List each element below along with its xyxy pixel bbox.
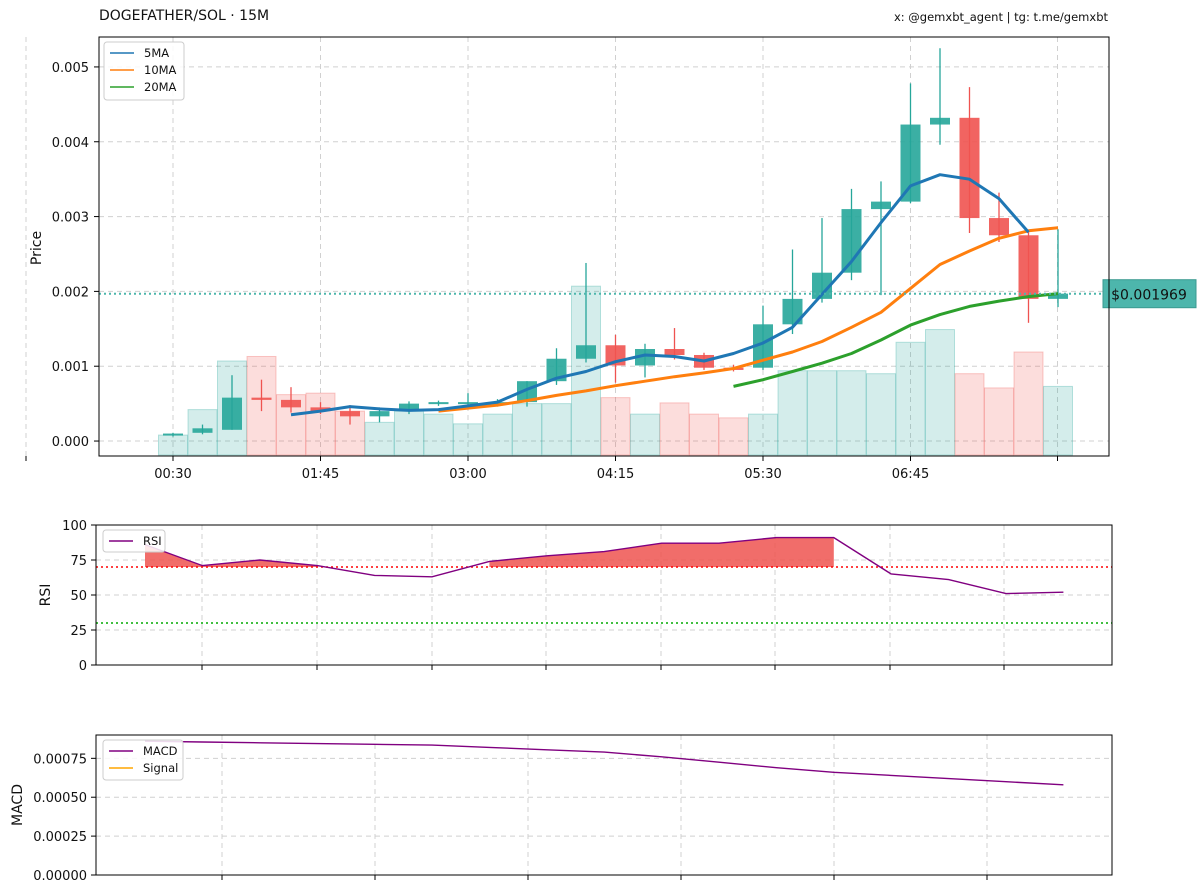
price-ytick-label: 0.005 (52, 61, 89, 76)
rsi-legend (102, 529, 166, 553)
candle-body (399, 403, 419, 412)
volume-bar (836, 370, 867, 456)
rsi-ytick-label: 25 (70, 624, 87, 639)
price-ytick-label: 0.004 (52, 136, 89, 151)
candle-body (753, 324, 773, 368)
volume-bar (394, 410, 424, 456)
candle-body (163, 433, 183, 436)
candle-body (310, 407, 331, 412)
price-ytick-label: 0.002 (52, 285, 89, 300)
legend-label: Signal (143, 761, 178, 775)
ma5-line (290, 173, 1030, 417)
volume-bar (807, 370, 837, 456)
price-xtick-label: 00:30 (154, 467, 191, 482)
price-ytick-label: 0.001 (52, 360, 89, 375)
candle-body (664, 349, 685, 355)
rsi-overbought-fill (145, 537, 834, 567)
candle-body (812, 272, 832, 299)
ma20-line (733, 292, 1059, 388)
credit-text: x: @gemxbt_agent | tg: t.me/gemxbt (893, 10, 1108, 24)
price-ytick-label: 0.000 (52, 435, 89, 450)
price-xtick-label: 04:15 (597, 467, 634, 482)
volume-bar (925, 329, 955, 456)
chart-title: DOGEFATHER/SOL · 15M (99, 8, 270, 24)
volume-bar (984, 387, 1014, 456)
volume-bar (659, 402, 690, 456)
volume-bar (512, 403, 542, 456)
macd-ytick-label: 0.00075 (33, 752, 87, 767)
candle-body (458, 402, 478, 405)
last-price-badge (1102, 279, 1197, 309)
legend-label: 10MA (144, 63, 177, 77)
volume-bar (305, 392, 336, 456)
volume-bar (482, 413, 513, 456)
candle-body (989, 218, 1009, 236)
price-xtick-label: 03:00 (449, 467, 486, 482)
legend-label: 5MA (144, 46, 169, 60)
rsi-ytick-label: 0 (79, 659, 87, 674)
rsi-frame (95, 524, 1113, 666)
ma10-line (438, 226, 1059, 413)
macd-ytick-label: 0.00000 (33, 869, 87, 884)
rsi-ytick-label: 50 (70, 589, 87, 604)
price-xtick-label: 06:45 (892, 467, 929, 482)
macd-ylabel: MACD (10, 784, 26, 826)
price-xtick-label: 01:45 (302, 467, 339, 482)
volume-bar (895, 341, 926, 456)
rsi-ylabel: RSI (38, 584, 54, 607)
price-ytick-label: 0.003 (52, 211, 89, 226)
candle-body (782, 298, 803, 325)
macd-ytick-label: 0.00050 (33, 791, 87, 806)
candle-body (340, 411, 360, 417)
volume-bar (954, 373, 985, 456)
price-frame (98, 36, 1110, 457)
candle-body (281, 399, 301, 408)
candle-body (369, 411, 390, 417)
price-legend (103, 41, 185, 101)
rsi-ytick-label: 75 (70, 554, 87, 569)
legend-label: 20MA (144, 80, 177, 94)
candle-body (1018, 235, 1039, 299)
volume-bar (689, 413, 719, 456)
volume-bar (541, 403, 572, 456)
candle-body (576, 345, 596, 359)
price-ylabel: Price (29, 231, 45, 265)
volume-bar (600, 397, 631, 456)
volume-bar (630, 413, 660, 456)
macd-line (144, 740, 1064, 786)
candle-body (635, 349, 655, 366)
rsi-line (144, 536, 1064, 595)
rsi-ytick-label: 100 (62, 519, 87, 534)
candle-body (959, 117, 980, 219)
legend-label: MACD (143, 744, 178, 758)
candle-body (428, 402, 449, 405)
volume-bar (777, 370, 808, 456)
candle-body (192, 428, 213, 433)
macd-frame (95, 734, 1113, 876)
volume-bar (158, 434, 188, 456)
legend-label: RSI (143, 534, 162, 548)
candle-body (251, 397, 272, 400)
candle-body (900, 124, 921, 202)
volume-bar (748, 413, 778, 456)
volume-bar (423, 413, 454, 456)
volume-bar (364, 421, 395, 456)
volume-bar (453, 423, 483, 456)
volume-bar (718, 417, 749, 456)
candle-body (871, 201, 891, 210)
volume-bar (1043, 385, 1073, 456)
volume-bar (246, 355, 277, 456)
price-xtick-label: 05:30 (744, 467, 781, 482)
candle-body (222, 397, 242, 430)
last-price-label: $0.001969 (1111, 288, 1187, 304)
macd-ytick-label: 0.00025 (33, 830, 87, 845)
candle-body (1048, 293, 1068, 299)
volume-bar (866, 373, 896, 456)
macd-legend (102, 739, 184, 781)
candle-body (930, 117, 950, 125)
volume-bar (1013, 351, 1044, 456)
